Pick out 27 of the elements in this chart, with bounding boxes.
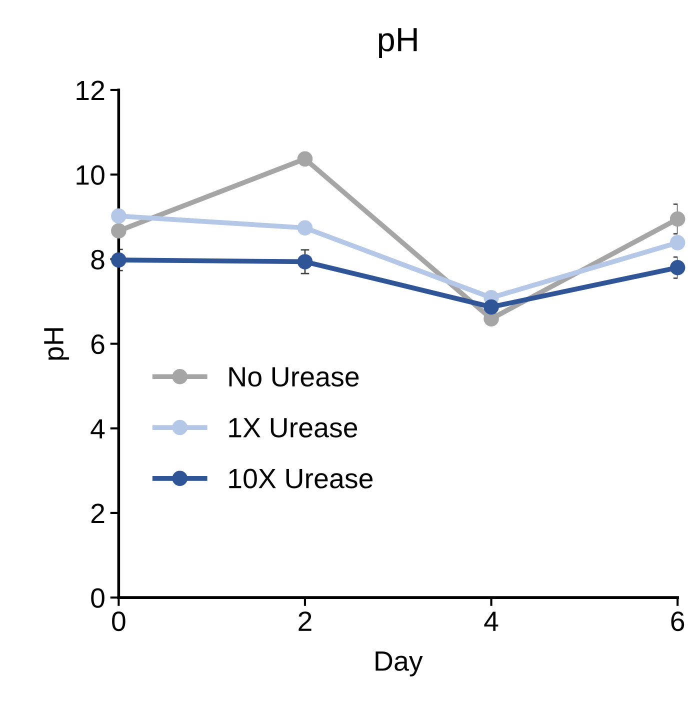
x-tick-label: 4 — [484, 612, 498, 631]
point — [670, 260, 686, 276]
y-tick-label: 2 — [91, 504, 104, 524]
point — [297, 220, 313, 236]
point — [297, 151, 313, 167]
chart-title: pH — [378, 28, 417, 58]
y-tick-label: 0 — [91, 588, 104, 608]
point — [670, 235, 686, 250]
x-tick-label: 0 — [112, 611, 126, 632]
point — [670, 211, 686, 227]
y-tick-label: 12 — [76, 80, 104, 100]
x-tick-label: 6 — [671, 611, 684, 632]
point — [111, 252, 126, 268]
y-axis-title: pH — [44, 328, 70, 360]
y-tick-label: 4 — [90, 419, 105, 438]
legend-label: 1X Urease — [229, 418, 358, 438]
point — [111, 208, 126, 224]
point — [484, 299, 499, 315]
point — [297, 254, 313, 270]
y-tick-label: 6 — [91, 334, 104, 354]
point — [111, 223, 126, 238]
x-axis-title: Day — [376, 652, 423, 676]
legend-label: 10X Urease — [229, 468, 373, 488]
y-tick-label: 8 — [91, 250, 104, 270]
legend-label: No Urease — [229, 367, 359, 387]
x-tick-label: 2 — [298, 611, 312, 631]
y-tick-label: 10 — [76, 165, 104, 185]
